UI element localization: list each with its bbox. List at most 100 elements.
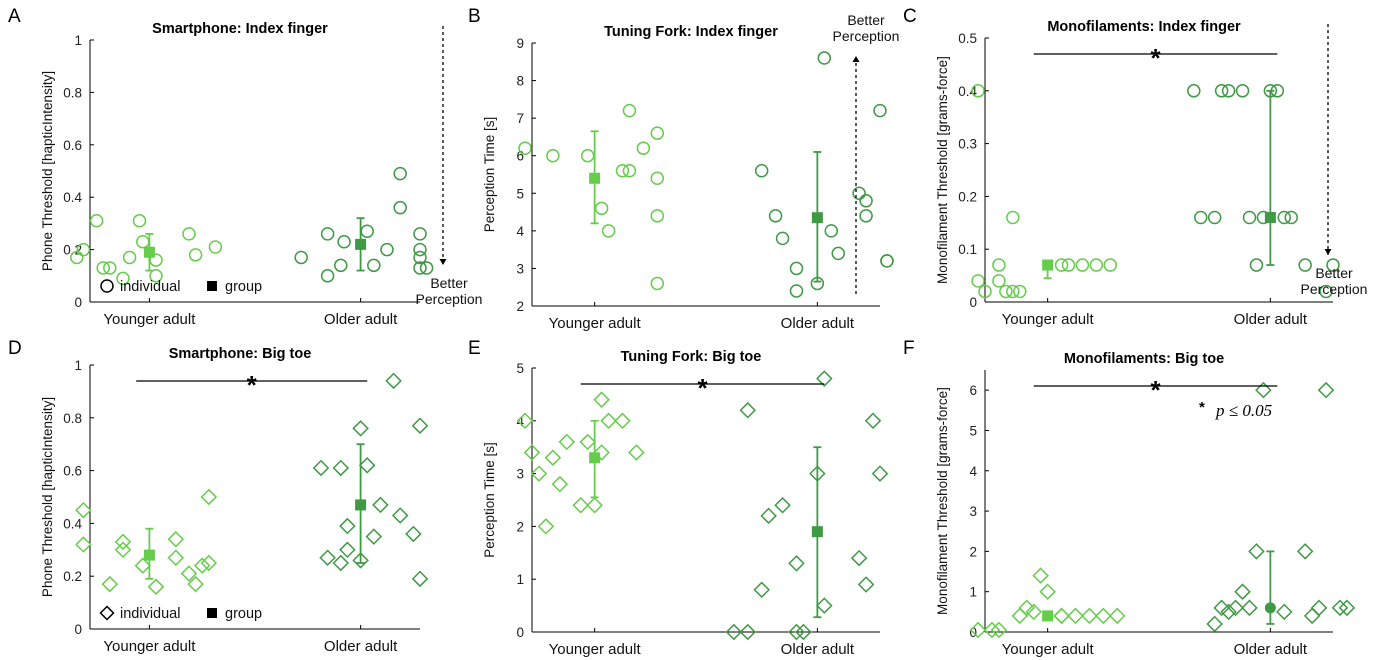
data-point [147,578,165,596]
data-point [365,528,383,545]
data-point [789,284,804,298]
panel-title: Monofilaments: Index finger [1047,19,1241,35]
data-point [789,261,804,276]
group-mean-marker [1264,212,1276,224]
data-point [393,200,407,215]
data-point [413,242,427,257]
y-axis-label: Monofilament Threshold [grams-force] [935,387,950,615]
data-point [753,581,770,599]
panel-label: C [903,6,917,27]
better-perception-text: Perception [833,28,900,44]
data-point [132,214,147,228]
data-point [1310,599,1328,617]
y-tick-label: 3 [516,261,524,276]
y-tick-label: 0 [516,625,524,640]
data-point [419,261,434,275]
data-point [75,536,92,553]
data-point [1234,583,1251,600]
panel-label: F [903,338,915,359]
data-point [1053,607,1070,625]
data-point [983,621,1001,639]
y-tick-label: 0 [74,622,82,637]
data-point [332,459,350,477]
data-point [188,248,203,262]
data-point [546,148,560,163]
p-note-text: p ≤ 0.05 [1215,401,1272,420]
data-point [1221,84,1236,98]
data-point [516,412,534,430]
data-point [187,575,204,593]
data-point [544,449,562,467]
data-point [1277,210,1292,225]
x-tick-label: Older adult [781,641,855,658]
y-tick-label: 2 [516,299,524,314]
data-point [1220,603,1237,621]
data-point [978,284,992,299]
y-tick-label: 0.2 [63,243,82,258]
data-point [990,621,1008,639]
significance-star: * [697,373,708,403]
data-point [518,141,532,155]
data-point [136,234,150,249]
data-point [294,250,308,265]
data-point [523,444,541,461]
y-tick-label: 6 [516,149,524,164]
y-tick-label: 0 [969,295,977,310]
y-tick-label: 6 [969,383,977,398]
data-point [558,433,576,451]
data-point [75,501,92,519]
y-tick-label: 3 [516,467,524,482]
data-point [1338,599,1356,617]
data-point [601,224,616,238]
data-point [774,497,791,514]
data-point [650,126,665,140]
data-point [413,261,427,275]
data-point [167,530,185,548]
data-point [739,401,757,419]
data-point [969,621,987,639]
legend-individual-label: individual [120,606,180,622]
significance-star: * [1150,43,1161,73]
data-point [1235,84,1250,98]
data-point [114,541,132,559]
data-point [114,533,132,551]
y-tick-label: 0.1 [958,242,977,257]
y-axis-label: Perception Time [s] [482,442,497,558]
y-tick-label: 0.6 [63,138,82,153]
data-point [413,227,427,241]
data-point [1249,258,1264,272]
data-point [182,227,196,241]
x-tick-label: Younger adult [1002,641,1095,658]
data-point [89,214,104,228]
group-mean-marker [1042,259,1054,271]
data-point [1081,607,1098,625]
data-point [1089,258,1104,272]
data-point [754,163,769,178]
y-tick-label: 0.5 [958,31,977,46]
arrow-head [1324,249,1332,255]
data-point [992,258,1006,272]
data-point [1242,210,1257,225]
data-point [1248,543,1265,560]
arrow-head [852,56,860,62]
data-point [413,250,427,265]
panel-label: B [468,6,481,27]
x-tick-label: Older adult [781,315,855,332]
data-point [411,417,429,434]
y-tick-label: 3 [969,504,977,519]
data-point [411,570,429,588]
panel-title: Monofilaments: Big toe [1064,351,1224,367]
data-point [1331,599,1349,617]
panel-c: C Monofilaments: Index finger 0 0.1 0.2 0.3 0.… [903,6,1367,328]
panel-d: D Smartphone: Big toe 0 0.2 0.4 0.6 0.8 1 Phone … [8,338,429,655]
data-point [530,465,548,482]
data-point [334,258,348,273]
y-tick-label: 5 [516,361,524,376]
data-point [193,557,211,574]
data-point [636,141,651,155]
panel-title: Smartphone: Index finger [152,21,328,37]
panel-title: Tuning Fork: Big toe [621,349,762,365]
x-tick-label: Younger adult [549,641,642,658]
data-point [852,186,866,201]
